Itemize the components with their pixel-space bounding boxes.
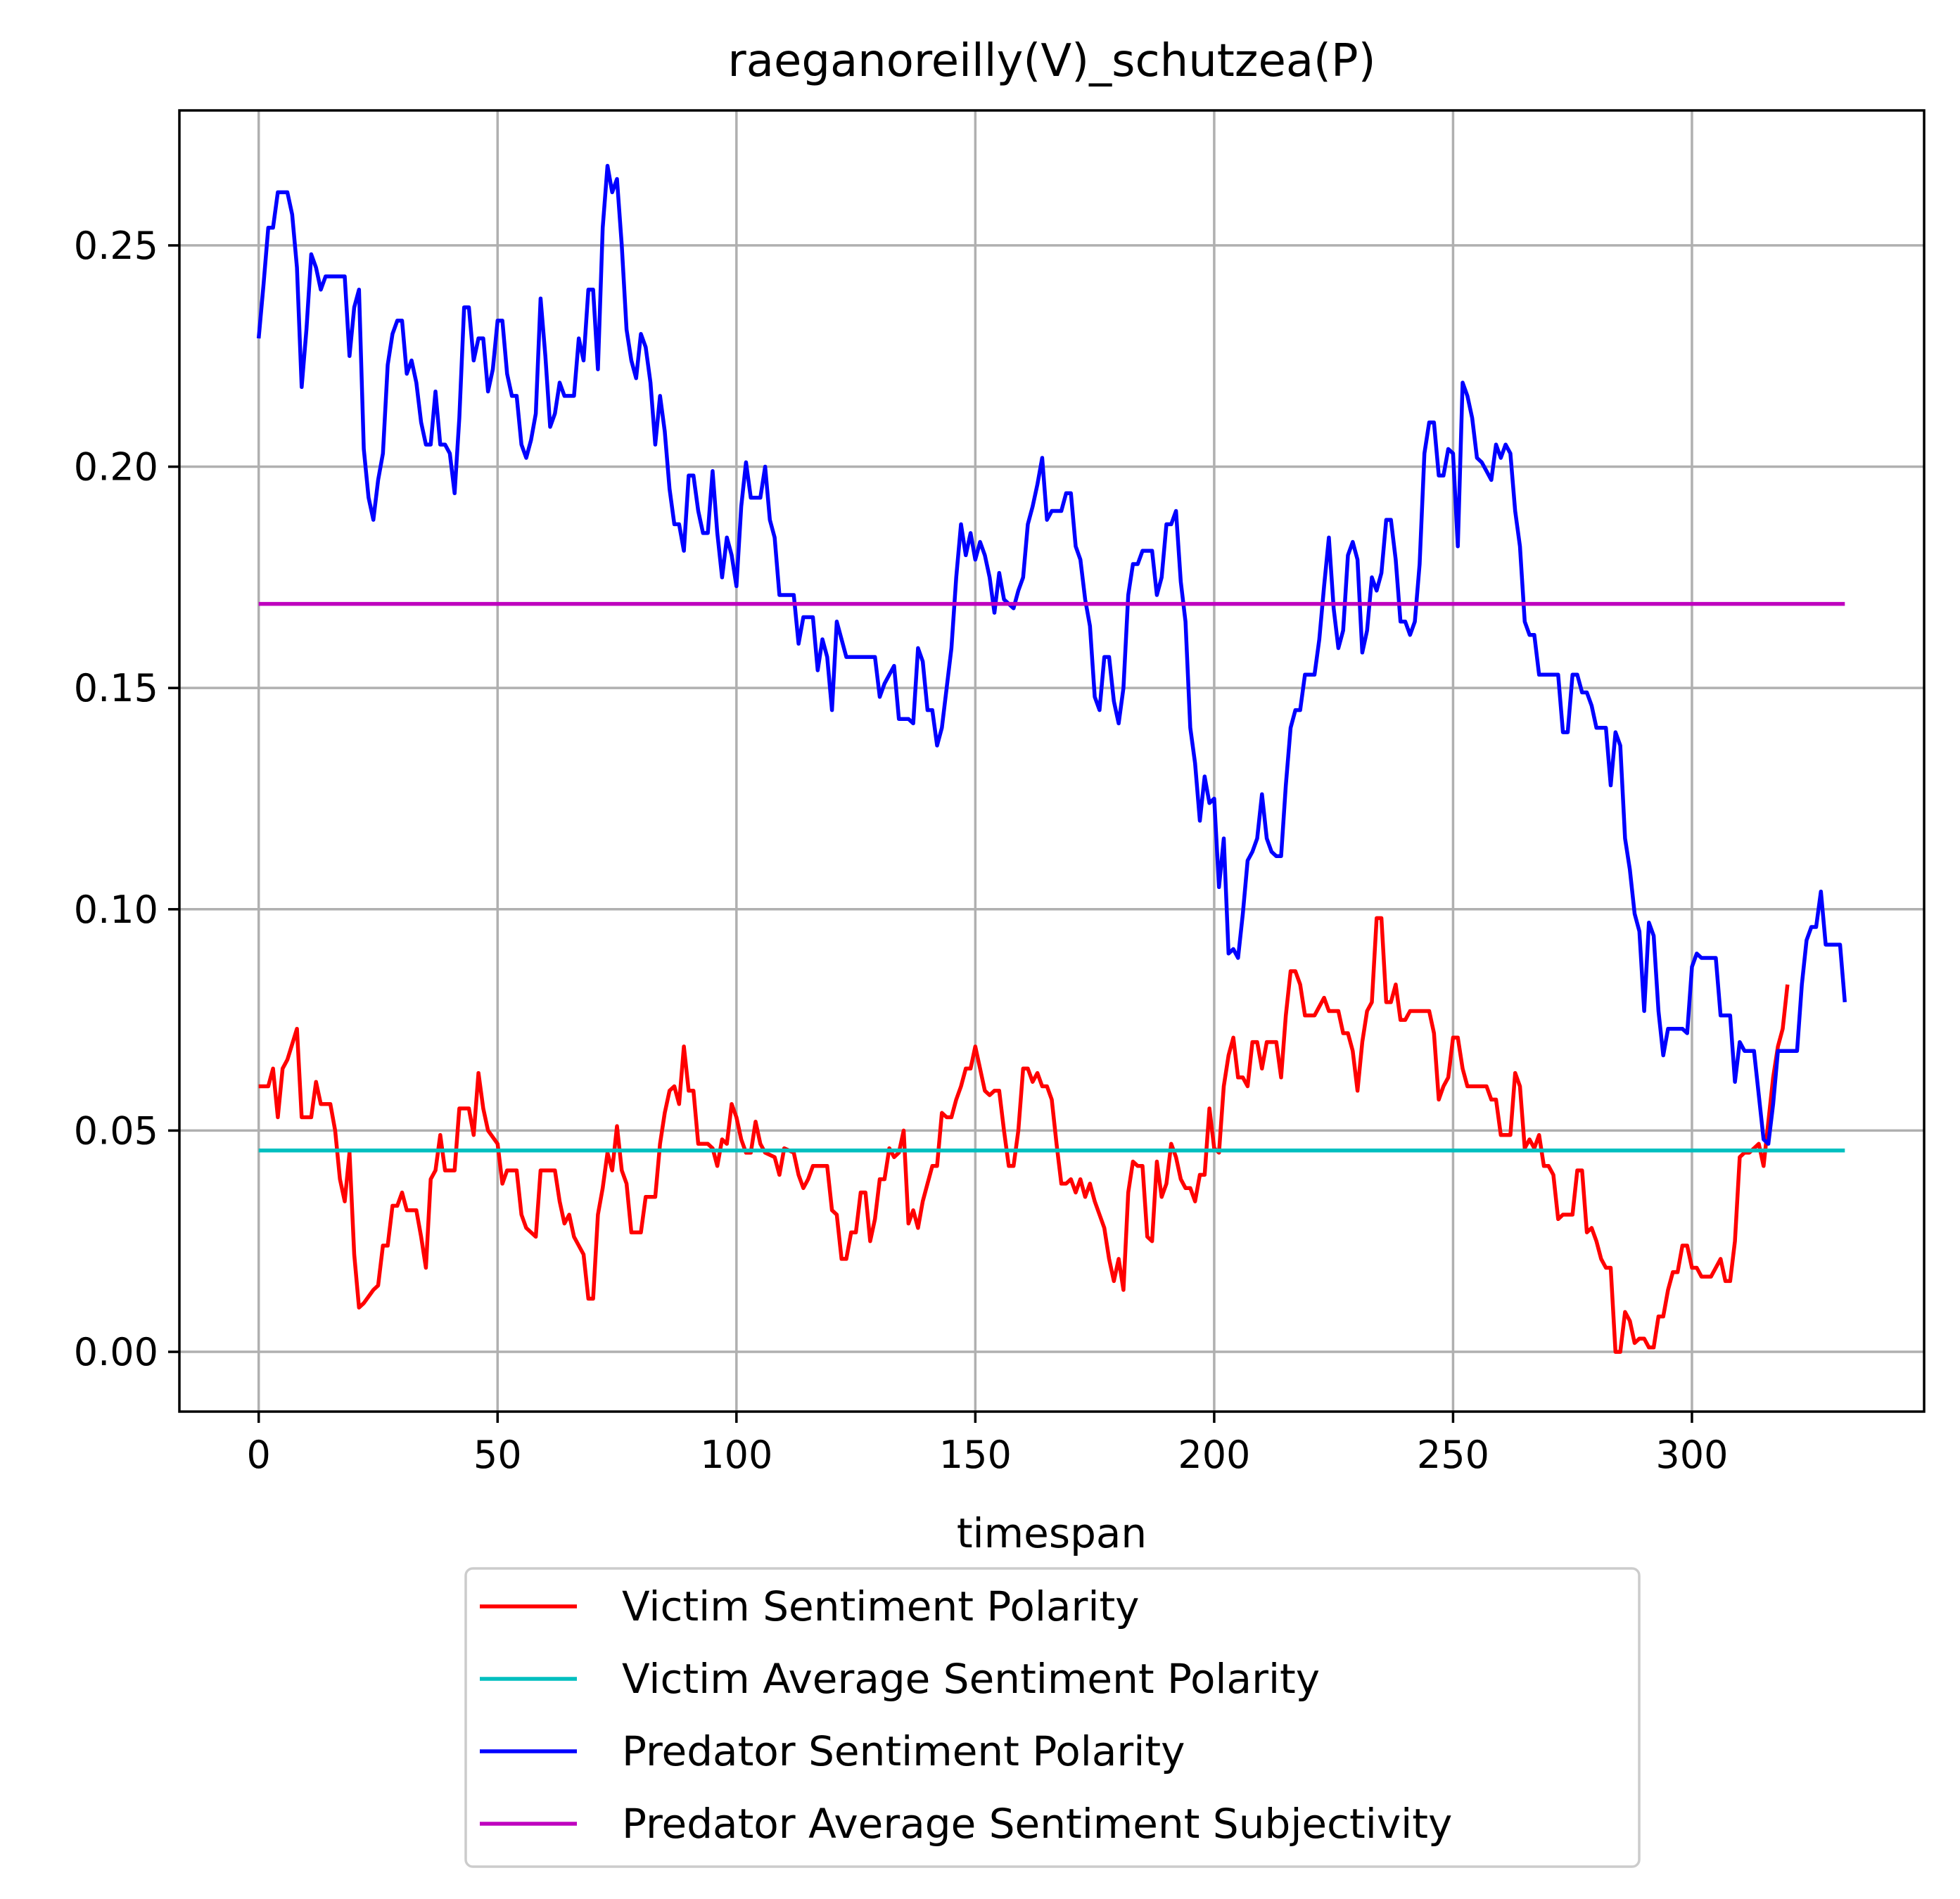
x-tick-label: 150 <box>939 1433 1012 1477</box>
legend-label: Victim Average Sentiment Polarity <box>622 1655 1320 1703</box>
legend-box <box>464 1567 1641 1868</box>
x-tick-label: 50 <box>473 1433 522 1477</box>
y-tick-label: 0.10 <box>74 888 158 932</box>
legend-label: Predator Sentiment Polarity <box>622 1727 1185 1775</box>
y-tick-label: 0.00 <box>74 1330 158 1374</box>
x-axis-label: timespan <box>957 1509 1147 1557</box>
series-line-victim-sentiment-polarity <box>258 916 1790 1354</box>
x-tick-label: 100 <box>700 1433 772 1477</box>
x-axis-ticks: 0 50 100 150 200 250 300 <box>247 1412 1729 1477</box>
legend-label: Victim Sentiment Polarity <box>622 1582 1140 1630</box>
y-axis-ticks: 0.00 0.05 0.10 0.15 0.20 0.25 <box>74 224 179 1374</box>
x-tick-label: 300 <box>1655 1433 1728 1477</box>
series-lines <box>256 163 1847 1354</box>
y-tick-label: 0.20 <box>74 445 158 490</box>
chart-title: raeganoreilly(V)_schutzea(P) <box>727 35 1375 87</box>
legend: Victim Sentiment Polarity Victim Average … <box>464 1567 1641 1868</box>
y-tick-label: 0.05 <box>74 1108 158 1153</box>
plot-area-frame <box>178 109 1926 1413</box>
y-tick-label: 0.15 <box>74 666 158 710</box>
series-line-predator-sentiment-polarity <box>256 163 1847 1146</box>
legend-label: Predator Average Sentiment Subjectivity <box>622 1800 1452 1848</box>
x-tick-label: 200 <box>1178 1433 1250 1477</box>
x-tick-label: 250 <box>1417 1433 1489 1477</box>
y-tick-label: 0.25 <box>74 224 158 268</box>
x-tick-label: 0 <box>247 1433 271 1477</box>
